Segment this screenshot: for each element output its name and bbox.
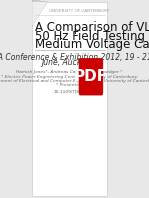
Text: 10.1109/TDC.1: 10.1109/TDC.1 [53,90,86,94]
Polygon shape [32,0,47,26]
Text: * Department of Electrical and Computer Engineering - University of Canterbury: * Department of Electrical and Computer … [0,79,149,83]
Text: Medium Voltage Ca: Medium Voltage Ca [35,38,149,51]
Text: * Electric Power Engineering Centre - University of Canterbury: * Electric Power Engineering Centre - Un… [1,75,138,79]
FancyBboxPatch shape [32,2,107,196]
Text: June, Auckland: June, Auckland [41,58,98,67]
Text: EEA Conference & Exhibition 2012, 19 - 21: EEA Conference & Exhibition 2012, 19 - 2… [0,53,149,62]
Text: UNIVERSITY OF CANTERBURY: UNIVERSITY OF CANTERBURY [49,9,109,13]
FancyBboxPatch shape [79,58,103,95]
Text: * Presenting: * Presenting [56,83,83,87]
Polygon shape [32,2,47,26]
Text: PDF: PDF [74,69,108,84]
Text: A Comparison of VLF and: A Comparison of VLF and [35,21,149,34]
Text: 50 Hz Field Testing of: 50 Hz Field Testing of [35,30,149,43]
Text: Hamish Jones*, Andreas Capilano *, Rik Badger *: Hamish Jones*, Andreas Capilano *, Rik B… [16,70,123,74]
